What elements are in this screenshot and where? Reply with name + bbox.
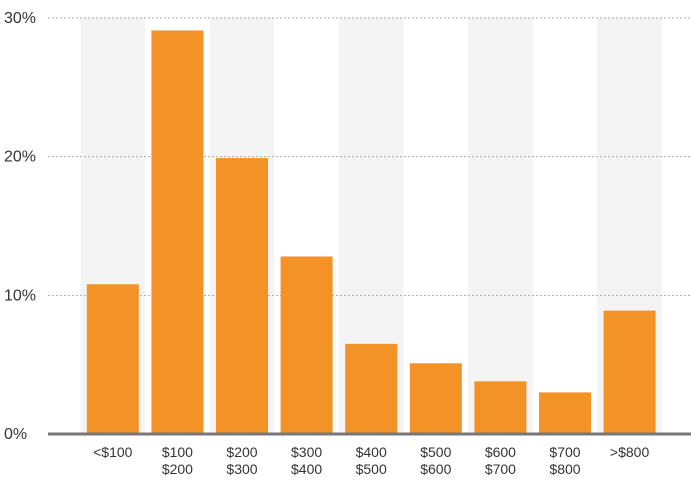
y-tick-label-10: 10% [4, 287, 36, 304]
x-tick-label-5-0: $500 [420, 444, 451, 460]
x-tick-label-3-0: $300 [291, 444, 322, 460]
x-tick-label-7-0: $700 [549, 444, 580, 460]
x-tick-label-1-1: $200 [162, 461, 193, 477]
x-tick-label-4-0: $400 [356, 444, 387, 460]
bar-4 [345, 343, 398, 434]
bar-1 [151, 30, 204, 434]
x-tick-label-7-1: $800 [549, 461, 580, 477]
x-tick-label-5-1: $600 [420, 461, 451, 477]
y-tick-label-0: 0% [4, 426, 27, 443]
y-tick-label-20: 20% [4, 149, 36, 166]
x-tick-label-6-1: $700 [485, 461, 516, 477]
x-axis: <$100 $100$200$200$300$300$400$400$500$50… [48, 432, 691, 477]
x-tick-label-6-0: $600 [485, 444, 516, 460]
bar-5 [409, 363, 462, 434]
y-tick-label-30: 30% [4, 10, 36, 27]
x-tick-label-2-0: $200 [226, 444, 257, 460]
y-axis: 0% 10% 20% 30% [4, 10, 36, 443]
x-tick-label-8-0: >$800 [610, 444, 650, 460]
bar-3 [280, 256, 333, 434]
gridlines [48, 17, 691, 296]
x-tick-label-3-1: $400 [291, 461, 322, 477]
band-6 [468, 18, 533, 434]
bar-2 [216, 158, 268, 434]
x-tick-label-4-1: $500 [356, 461, 387, 477]
bar-8 [603, 310, 656, 434]
x-tick-label-1-0: $100 [162, 444, 193, 460]
x-tick-label-0-0: <$100 [93, 444, 133, 460]
x-tick-label-2-1: $300 [226, 461, 257, 477]
bar-7 [539, 392, 591, 434]
bar-6 [474, 381, 527, 434]
bar-0 [86, 284, 139, 434]
bars [86, 30, 656, 434]
